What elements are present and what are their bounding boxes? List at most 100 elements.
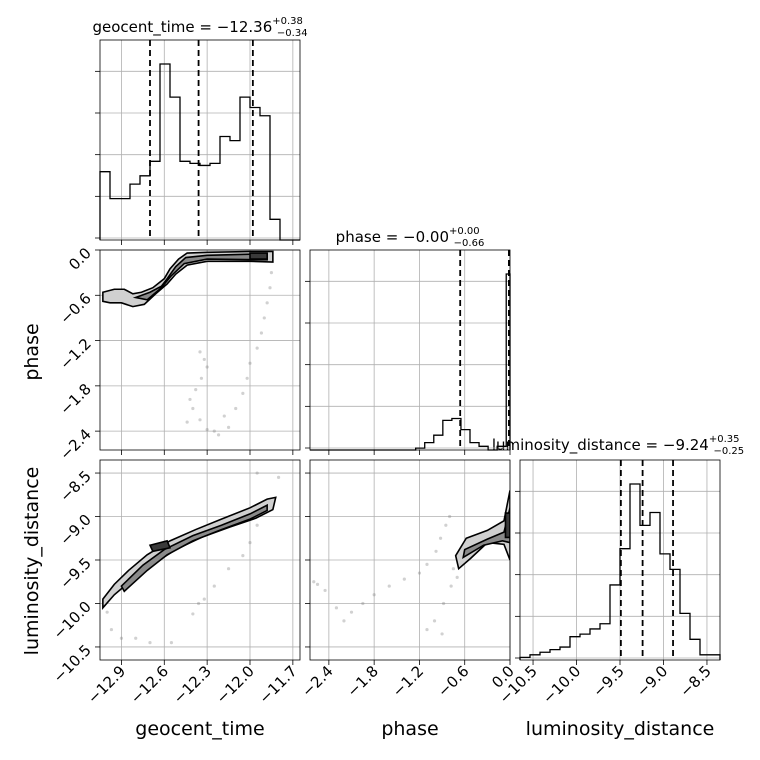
histogram-phase [310, 273, 511, 451]
ticklabel-x-luminosity_distance-3: −9.0 [633, 662, 671, 700]
xlabel-luminosity-distance: luminosity_distance [526, 718, 715, 740]
sample-point-18 [432, 619, 437, 623]
sample-point-4 [194, 388, 198, 392]
ticklabel-x-geocent_time-2: −12.3 [170, 662, 215, 707]
sample-point-11 [234, 406, 238, 411]
ticklabel-x-luminosity_distance-1: −10.0 [539, 662, 584, 707]
contour-line-outer [102, 250, 274, 308]
sample-point-14 [276, 475, 281, 479]
contour-line-core [504, 512, 510, 539]
ticklabel-x-phase-2: −1.2 [389, 662, 427, 700]
sample-point-8 [212, 584, 216, 588]
sample-point-8 [205, 428, 209, 432]
contour-line-core [148, 539, 172, 553]
panel-frame-luminosity_distance [519, 459, 721, 661]
grid-phase [310, 250, 511, 450]
panel-frame-luminosity_distance_vs_geocent_time [99, 459, 301, 661]
sample-point-3 [342, 619, 346, 623]
ticklabel-y-luminosity_distance-4: −8.5 [56, 467, 94, 505]
sample-point-8 [402, 577, 406, 581]
contour-fill-outer [102, 251, 273, 307]
grid-geocent_time-vs-luminosity_distance [100, 460, 300, 660]
sample-point-4 [349, 610, 354, 614]
contour-line-outer [454, 490, 510, 571]
contour-fill-mid [121, 505, 268, 592]
sample-point-10 [226, 425, 231, 429]
sample-point-13 [444, 523, 448, 527]
sample-point-21 [222, 414, 226, 418]
sample-point-5 [188, 397, 192, 402]
ticklabel-y-phase-4: 0.0 [65, 244, 95, 274]
sample-point-2 [119, 636, 124, 640]
sample-point-0 [198, 350, 202, 354]
title-phase: phase = −0.00+0.00 −0.66 [336, 226, 485, 249]
sample-point-1 [323, 588, 327, 593]
sample-point-12 [241, 391, 245, 395]
ticklabel-x-phase-0: −2.4 [298, 662, 336, 700]
ticklabel-x-geocent_time-3: −12.0 [213, 662, 258, 707]
contour-fill-core [250, 253, 268, 260]
ticklabel-y-phase-2: −1.2 [56, 335, 94, 373]
ticklabel-y-luminosity_distance-3: −9.0 [56, 511, 94, 549]
sample-point-14 [248, 361, 252, 365]
ticklabel-y-phase-1: −1.8 [56, 380, 94, 418]
sample-point-22 [212, 429, 216, 433]
panel-frame-phase_vs_geocent_time [99, 249, 301, 451]
ticklabel-y-luminosity_distance-2: −9.5 [56, 554, 94, 592]
grid-phase-vs-luminosity_distance [310, 460, 511, 660]
ticklabel-y-luminosity_distance-1: −10.0 [50, 598, 95, 643]
sample-point-5 [361, 601, 365, 606]
sample-point-11 [434, 549, 438, 553]
panel-frame-luminosity_distance_vs_phase [309, 459, 511, 661]
grid-geocent_time [100, 40, 300, 240]
sample-point-20 [269, 271, 274, 275]
sample-point-0 [312, 580, 316, 584]
sample-point-15 [255, 471, 259, 475]
contour-group-luminosity_distance_vs_geocent_time [102, 471, 281, 645]
sample-point-18 [265, 301, 269, 305]
sample-point-12 [438, 536, 443, 540]
sample-point-1 [109, 627, 114, 632]
sample-point-7 [198, 418, 202, 422]
sample-point-9 [417, 571, 422, 575]
ticklabel-x-luminosity_distance-4: −8.5 [676, 662, 714, 700]
panel-frame-geocent_time [99, 39, 301, 241]
contour-group-phase_vs_geocent_time [102, 250, 274, 437]
sample-point-22 [315, 582, 320, 586]
ticklabel-y-phase-3: −0.6 [56, 289, 94, 327]
sample-point-11 [248, 541, 252, 545]
sample-point-3 [134, 636, 138, 640]
sample-point-15 [451, 567, 455, 571]
sample-point-6 [191, 406, 195, 411]
ticklabel-x-geocent_time-1: −12.6 [127, 662, 172, 707]
xlabel-geocent-time: geocent_time [135, 718, 264, 740]
sample-point-2 [334, 606, 339, 610]
sample-point-6 [372, 593, 376, 597]
contour-line-mid [462, 507, 510, 559]
sample-point-19 [425, 627, 429, 632]
sample-point-10 [241, 554, 245, 558]
panel-frame-phase [309, 249, 511, 451]
ticklabel-x-geocent_time-4: −11.7 [255, 662, 300, 707]
sample-point-21 [455, 575, 459, 579]
ticklabel-x-phase-3: −0.6 [434, 662, 472, 700]
ticklabel-y-luminosity_distance-0: −10.5 [50, 641, 95, 686]
ticklabel-x-phase-1: −1.8 [343, 662, 381, 700]
sample-point-17 [262, 316, 266, 320]
sample-point-9 [226, 567, 231, 571]
ylabel-phase: phase [21, 323, 43, 380]
histogram-geocent_time [99, 63, 300, 241]
sample-point-7 [387, 584, 391, 588]
sample-point-9 [216, 433, 221, 437]
sample-point-13 [245, 376, 249, 380]
contour-line-mid [120, 503, 268, 593]
sample-point-19 [268, 286, 272, 290]
ticklabel-x-geocent_time-0: −12.9 [84, 662, 129, 707]
sample-point-15 [255, 346, 259, 350]
sample-point-23 [185, 420, 189, 424]
title-luminosity-distance: luminosity_distance = −9.24+0.35 −0.25 [492, 434, 744, 457]
sample-point-16 [259, 331, 264, 335]
contour-line-core [249, 252, 268, 260]
ticklabel-y-phase-0: −2.4 [56, 425, 94, 463]
